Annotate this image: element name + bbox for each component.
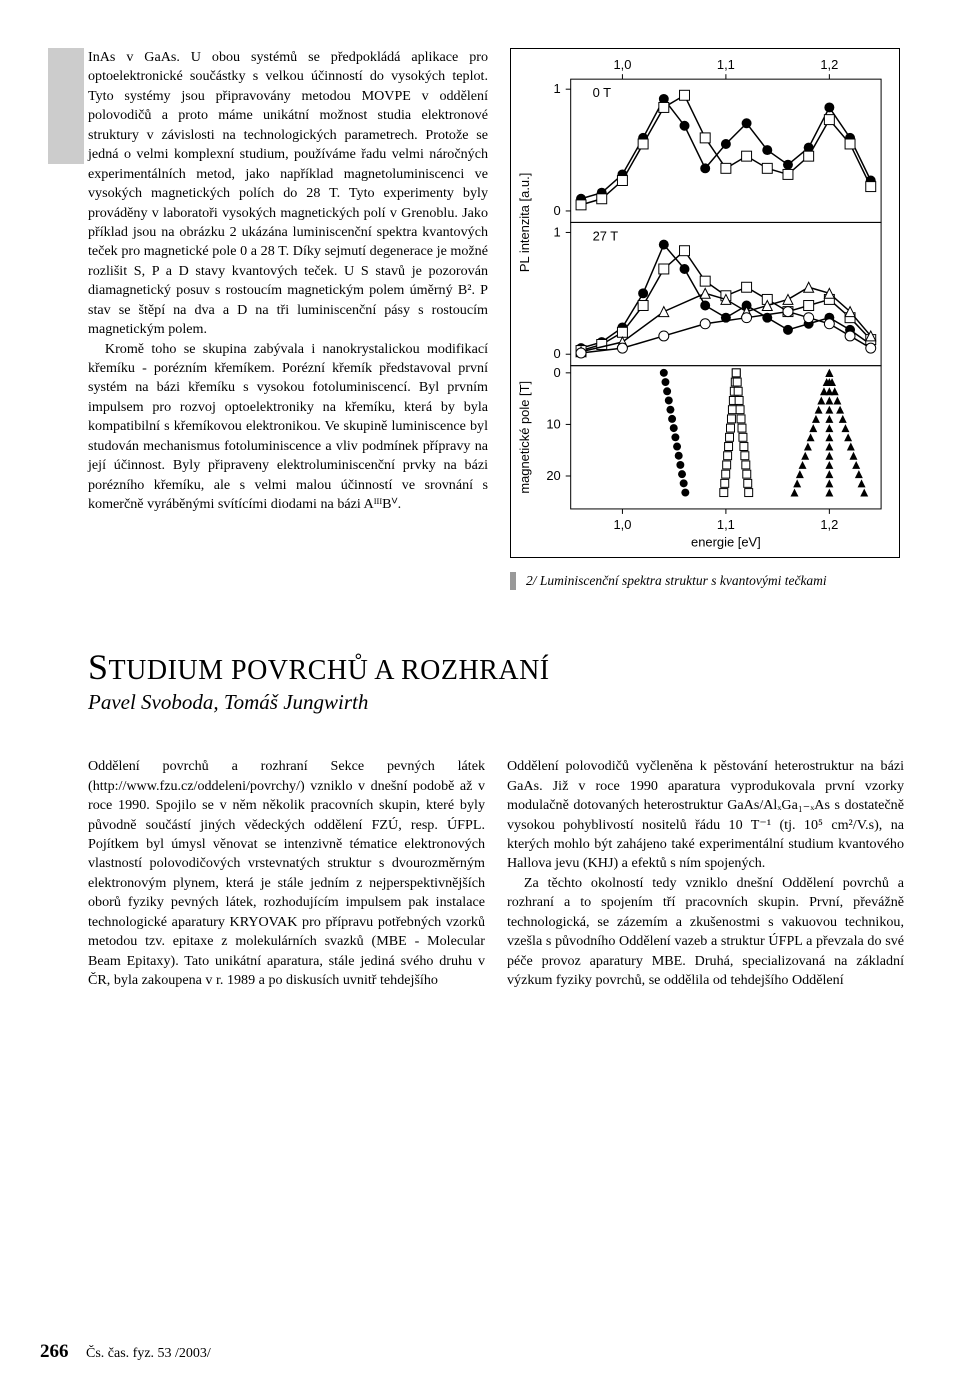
svg-text:energie [eV]: energie [eV] (691, 535, 761, 550)
svg-text:0: 0 (554, 203, 561, 218)
bottom-columns: Oddělení povrchů a rozhraní Sekce pevnýc… (88, 757, 904, 990)
section-title: STUDIUM POVRCHŮ A ROZHRANÍ (88, 646, 904, 688)
page-footer: 266 Čs. čas. fyz. 53 /2003/ (40, 1341, 211, 1363)
svg-text:magnetické pole [T]: magnetické pole [T] (517, 381, 532, 494)
svg-text:1: 1 (554, 224, 561, 239)
col2-p2: Za těchto okolností tedy vzniklo dnešní … (507, 874, 904, 991)
section-2: STUDIUM POVRCHŮ A ROZHRANÍ Pavel Svoboda… (88, 646, 904, 990)
svg-text:1,1: 1,1 (717, 57, 735, 72)
svg-text:1,2: 1,2 (820, 517, 838, 532)
svg-text:1,0: 1,0 (613, 517, 631, 532)
body-text-column: InAs v GaAs. U obou systémů se předpoklá… (88, 48, 488, 590)
paragraph-2: Kromě toho se skupina zabývala i nanokry… (88, 340, 488, 515)
chart-svg: 1,0 1,1 1,2 0 1 0 T 0 1 27 T 0 10 20 1,0 1,1 1,2 energi… (511, 49, 899, 557)
col2-p1: Oddělení polovodičů vyčleněna k pěstován… (507, 757, 904, 874)
top-section: InAs v GaAs. U obou systémů se předpoklá… (88, 48, 904, 590)
svg-text:1,0: 1,0 (613, 57, 631, 72)
svg-text:1,1: 1,1 (717, 517, 735, 532)
svg-text:1,2: 1,2 (820, 57, 838, 72)
figure-column: 1,0 1,1 1,2 0 1 0 T 0 1 27 T 0 10 20 1,0 1,1 1,2 energi… (510, 48, 904, 590)
figure-caption-row: 2/ Luminiscenční spektra struktur s kvan… (510, 572, 904, 590)
svg-text:0: 0 (554, 346, 561, 361)
figure-2: 1,0 1,1 1,2 0 1 0 T 0 1 27 T 0 10 20 1,0 1,1 1,2 energi… (510, 48, 900, 558)
caption-bar (510, 572, 516, 590)
paragraph-1: InAs v GaAs. U obou systémů se předpoklá… (88, 48, 488, 340)
journal-ref: Čs. čas. fyz. 53 /2003/ (86, 1346, 211, 1361)
bottom-col-1: Oddělení povrchů a rozhraní Sekce pevnýc… (88, 757, 485, 990)
page-number: 266 (40, 1341, 69, 1362)
figure-caption: 2/ Luminiscenční spektra struktur s kvan… (526, 572, 827, 590)
svg-text:1: 1 (554, 81, 561, 96)
section-authors: Pavel Svoboda, Tomáš Jungwirth (88, 690, 904, 715)
bottom-col-2: Oddělení polovodičů vyčleněna k pěstován… (507, 757, 904, 990)
svg-text:20: 20 (546, 468, 560, 483)
section-title-text: TUDIUM POVRCHŮ A ROZHRANÍ (109, 655, 550, 686)
col1-p1: Oddělení povrchů a rozhraní Sekce pevnýc… (88, 757, 485, 990)
svg-text:PL intenzita [a.u.]: PL intenzita [a.u.] (517, 173, 532, 272)
svg-text:10: 10 (546, 416, 560, 431)
svg-text:27 T: 27 T (593, 228, 619, 243)
side-tab (48, 48, 84, 164)
svg-text:0: 0 (554, 365, 561, 380)
svg-text:0 T: 0 T (593, 85, 612, 100)
